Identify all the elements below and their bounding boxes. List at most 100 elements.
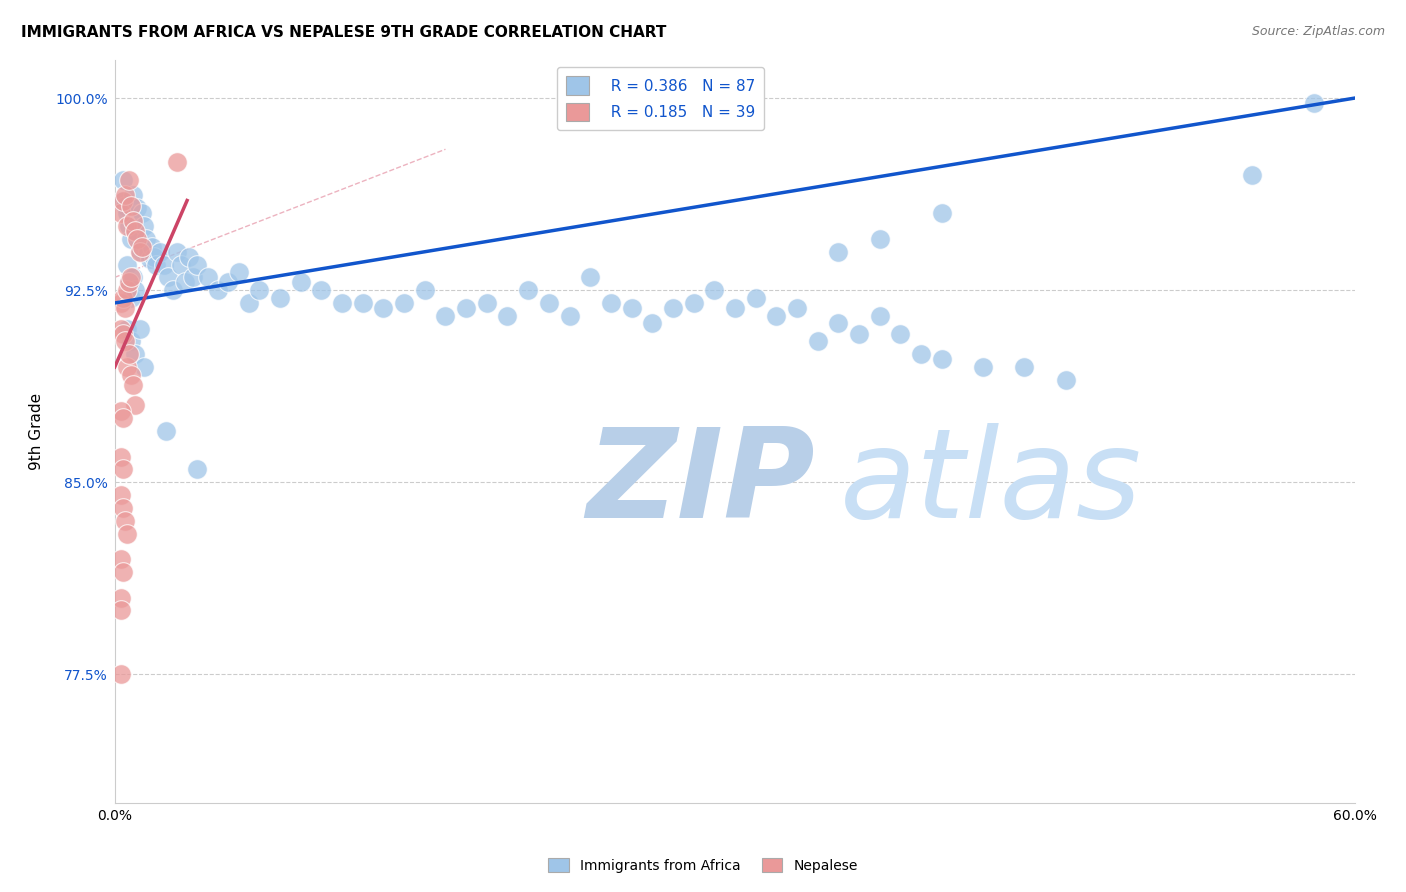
Point bbox=[127, 201, 149, 215]
Point bbox=[620, 301, 643, 315]
Point bbox=[537, 296, 560, 310]
Point bbox=[115, 359, 138, 374]
Point bbox=[682, 296, 704, 310]
Text: IMMIGRANTS FROM AFRICA VS NEPALESE 9TH GRADE CORRELATION CHART: IMMIGRANTS FROM AFRICA VS NEPALESE 9TH G… bbox=[21, 25, 666, 40]
Point bbox=[111, 173, 134, 187]
Point bbox=[114, 188, 136, 202]
Point bbox=[122, 270, 145, 285]
Point bbox=[118, 276, 141, 290]
Point bbox=[115, 321, 138, 335]
Point bbox=[118, 219, 141, 233]
Point bbox=[228, 265, 250, 279]
Point bbox=[166, 244, 188, 259]
Point bbox=[120, 270, 142, 285]
Point bbox=[910, 347, 932, 361]
Point bbox=[120, 334, 142, 349]
Point bbox=[869, 232, 891, 246]
Point bbox=[1302, 96, 1324, 111]
Point bbox=[115, 258, 138, 272]
Point bbox=[217, 276, 239, 290]
Point bbox=[136, 244, 159, 259]
Point bbox=[132, 359, 155, 374]
Point bbox=[110, 450, 132, 464]
Point bbox=[155, 424, 177, 438]
Point bbox=[110, 552, 132, 566]
Point bbox=[162, 283, 184, 297]
Point bbox=[115, 283, 138, 297]
Point bbox=[181, 270, 204, 285]
Point bbox=[848, 326, 870, 341]
Point bbox=[179, 250, 201, 264]
Point bbox=[124, 224, 146, 238]
Y-axis label: 9th Grade: 9th Grade bbox=[30, 392, 44, 469]
Point bbox=[122, 378, 145, 392]
Point bbox=[111, 411, 134, 425]
Point bbox=[157, 270, 180, 285]
Point bbox=[373, 301, 395, 315]
Point bbox=[931, 352, 953, 367]
Point bbox=[143, 250, 166, 264]
Point bbox=[111, 194, 134, 208]
Point bbox=[115, 219, 138, 233]
Text: ZIP: ZIP bbox=[586, 423, 815, 543]
Point bbox=[558, 309, 581, 323]
Point bbox=[517, 283, 540, 297]
Point bbox=[131, 239, 153, 253]
Point bbox=[115, 206, 138, 220]
Text: atlas: atlas bbox=[841, 423, 1143, 543]
Point bbox=[114, 301, 136, 315]
Point bbox=[392, 296, 415, 310]
Point bbox=[434, 309, 457, 323]
Point bbox=[114, 514, 136, 528]
Point bbox=[765, 309, 787, 323]
Point bbox=[744, 291, 766, 305]
Point bbox=[1240, 168, 1263, 182]
Point bbox=[120, 199, 142, 213]
Point bbox=[114, 334, 136, 349]
Point bbox=[118, 347, 141, 361]
Point bbox=[827, 244, 849, 259]
Point bbox=[131, 206, 153, 220]
Point bbox=[118, 276, 141, 290]
Point bbox=[806, 334, 828, 349]
Point bbox=[641, 317, 664, 331]
Point bbox=[207, 283, 229, 297]
Point bbox=[724, 301, 747, 315]
Legend: Immigrants from Africa, Nepalese: Immigrants from Africa, Nepalese bbox=[541, 851, 865, 880]
Point bbox=[579, 270, 602, 285]
Point bbox=[110, 321, 132, 335]
Point bbox=[132, 219, 155, 233]
Point bbox=[662, 301, 685, 315]
Point bbox=[1012, 359, 1035, 374]
Text: Source: ZipAtlas.com: Source: ZipAtlas.com bbox=[1251, 25, 1385, 38]
Point bbox=[120, 232, 142, 246]
Point bbox=[118, 173, 141, 187]
Point bbox=[120, 291, 142, 305]
Point bbox=[931, 206, 953, 220]
Point bbox=[174, 276, 197, 290]
Point bbox=[153, 258, 176, 272]
Point bbox=[170, 258, 193, 272]
Point bbox=[111, 500, 134, 515]
Point bbox=[1054, 373, 1077, 387]
Point bbox=[186, 462, 208, 476]
Point bbox=[290, 276, 312, 290]
Point bbox=[110, 591, 132, 605]
Point bbox=[456, 301, 478, 315]
Point bbox=[128, 244, 150, 259]
Point bbox=[889, 326, 911, 341]
Point bbox=[110, 296, 132, 310]
Point bbox=[869, 309, 891, 323]
Point bbox=[127, 232, 149, 246]
Point bbox=[249, 283, 271, 297]
Point bbox=[110, 206, 132, 220]
Point bbox=[120, 368, 142, 382]
Point bbox=[111, 291, 134, 305]
Point bbox=[110, 488, 132, 502]
Point bbox=[496, 309, 519, 323]
Point bbox=[114, 199, 136, 213]
Point bbox=[124, 283, 146, 297]
Point bbox=[139, 252, 162, 267]
Point bbox=[115, 526, 138, 541]
Point bbox=[197, 270, 219, 285]
